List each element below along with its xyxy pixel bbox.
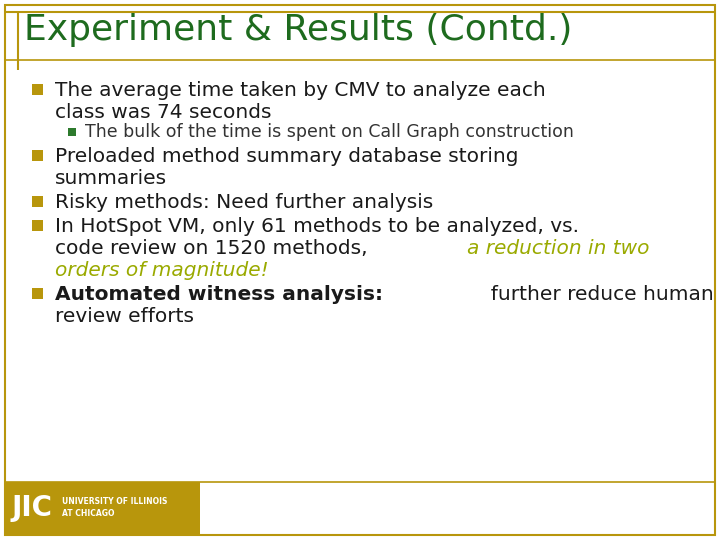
Text: class was 74 seconds: class was 74 seconds bbox=[55, 103, 271, 122]
Text: The bulk of the time is spent on Call Graph construction: The bulk of the time is spent on Call Gr… bbox=[85, 123, 574, 141]
Text: JIC: JIC bbox=[12, 494, 53, 522]
Text: code review on 1520 methods,: code review on 1520 methods, bbox=[55, 239, 374, 258]
Text: In HotSpot VM, only 61 methods to be analyzed, vs.: In HotSpot VM, only 61 methods to be ana… bbox=[55, 217, 579, 235]
Text: Automated witness analysis:: Automated witness analysis: bbox=[55, 285, 383, 303]
Text: The average time taken by CMV to analyze each: The average time taken by CMV to analyze… bbox=[55, 80, 546, 99]
Bar bbox=[32, 196, 43, 207]
Bar bbox=[68, 128, 76, 136]
Text: summaries: summaries bbox=[55, 168, 167, 187]
Text: AT CHICAGO: AT CHICAGO bbox=[62, 510, 114, 518]
Bar bbox=[32, 220, 43, 231]
Bar bbox=[32, 288, 43, 299]
Text: UNIVERSITY OF ILLINOIS: UNIVERSITY OF ILLINOIS bbox=[62, 497, 167, 507]
Text: Preloaded method summary database storing: Preloaded method summary database storin… bbox=[55, 146, 518, 165]
Text: Experiment & Results (Contd.): Experiment & Results (Contd.) bbox=[24, 13, 572, 47]
Text: orders of magnitude!: orders of magnitude! bbox=[55, 260, 269, 280]
Text: a reduction in two: a reduction in two bbox=[467, 239, 649, 258]
Text: Risky methods: Need further analysis: Risky methods: Need further analysis bbox=[55, 192, 433, 212]
Text: review efforts: review efforts bbox=[55, 307, 194, 326]
Bar bbox=[5, 482, 200, 535]
Bar bbox=[32, 84, 43, 95]
Text: further reduce human: further reduce human bbox=[478, 285, 714, 303]
Bar bbox=[32, 150, 43, 161]
